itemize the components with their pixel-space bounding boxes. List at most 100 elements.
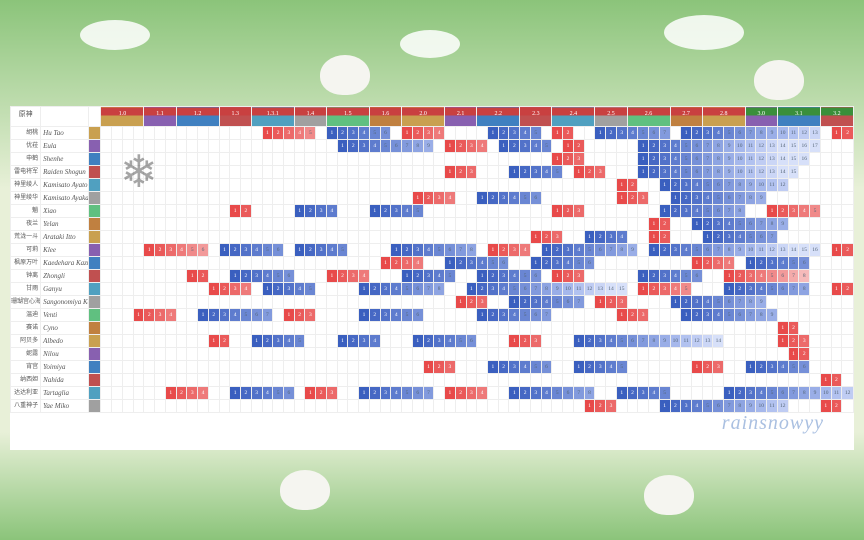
timeline-cell: 3 <box>380 309 391 322</box>
timeline-cell: 3 <box>681 205 692 218</box>
timeline-cell-empty <box>144 257 155 270</box>
timeline-cell: 5 <box>402 283 413 296</box>
timeline-cell: 6 <box>734 309 745 322</box>
timeline-cell-empty <box>155 231 166 244</box>
timeline-cell: 4 <box>670 270 681 283</box>
timeline-cell-empty <box>767 322 778 335</box>
timeline-cell: 6 <box>541 361 552 374</box>
timeline-cell-empty <box>445 296 456 309</box>
timeline-cell: 3 <box>745 387 756 400</box>
timeline-cell: 3 <box>681 179 692 192</box>
timeline-cell: 5 <box>713 296 724 309</box>
timeline-cell-empty <box>112 283 123 296</box>
timeline-cell: 2 <box>455 257 466 270</box>
timeline-cell-empty <box>552 192 563 205</box>
timeline-cell: 5 <box>767 283 778 296</box>
timeline-cell-empty <box>187 127 198 140</box>
timeline-cell-empty <box>520 257 531 270</box>
timeline-cell-empty <box>208 244 219 257</box>
timeline-cell: 1 <box>659 400 670 413</box>
char-portrait <box>89 218 101 231</box>
timeline-cell-empty <box>445 400 456 413</box>
timeline-cell-empty <box>788 231 799 244</box>
timeline-cell-empty <box>133 387 144 400</box>
timeline-cell: 8 <box>799 270 810 283</box>
timeline-cell-empty <box>584 374 595 387</box>
timeline-cell: 10 <box>734 153 745 166</box>
version-header: 1.4 <box>294 107 326 127</box>
timeline-cell-empty <box>423 218 434 231</box>
timeline-cell-empty <box>649 192 660 205</box>
timeline-cell-empty <box>831 166 842 179</box>
timeline-cell-empty <box>466 348 477 361</box>
timeline-cell-empty <box>144 140 155 153</box>
timeline-cell-empty <box>541 335 552 348</box>
timeline-cell-empty <box>391 153 402 166</box>
timeline-cell-empty <box>595 153 606 166</box>
timeline-cell-empty <box>831 348 842 361</box>
sheep-decoration <box>320 55 370 95</box>
timeline-cell-empty <box>294 361 305 374</box>
timeline-cell: 4 <box>402 205 413 218</box>
timeline-cell-empty <box>144 374 155 387</box>
version-header: 2.5 <box>595 107 627 127</box>
timeline-cell: 1 <box>369 205 380 218</box>
timeline-cell-empty <box>466 374 477 387</box>
timeline-cell-empty <box>498 322 509 335</box>
timeline-cell: 6 <box>412 387 423 400</box>
char-name-en: Kamisato Ayaka <box>41 192 89 205</box>
timeline-cell: 1 <box>144 244 155 257</box>
timeline-cell-empty <box>230 374 241 387</box>
timeline-cell-empty <box>176 179 187 192</box>
timeline-cell-empty <box>455 322 466 335</box>
timeline-cell-empty <box>198 192 209 205</box>
timeline-cell-empty <box>616 218 627 231</box>
timeline-cell-empty <box>133 218 144 231</box>
timeline-cell: 5 <box>616 335 627 348</box>
timeline-cell: 4 <box>777 361 788 374</box>
timeline-cell-empty <box>488 400 499 413</box>
timeline-cell-empty <box>251 361 262 374</box>
timeline-cell-empty <box>520 348 531 361</box>
timeline-cell: 2 <box>369 283 380 296</box>
char-portrait <box>89 140 101 153</box>
timeline-cell-empty <box>595 205 606 218</box>
timeline-cell: 2 <box>477 283 488 296</box>
timeline-cell-empty <box>584 192 595 205</box>
timeline-cell-empty <box>477 361 488 374</box>
timeline-cell: 6 <box>799 361 810 374</box>
timeline-cell: 2 <box>241 205 252 218</box>
timeline-cell-empty <box>230 179 241 192</box>
timeline-cell-empty <box>241 296 252 309</box>
timeline-cell: 2 <box>681 296 692 309</box>
timeline-cell-empty <box>348 192 359 205</box>
timeline-cell-empty <box>541 192 552 205</box>
timeline-cell: 3 <box>520 140 531 153</box>
timeline-cell-empty <box>767 374 778 387</box>
timeline-cell-empty <box>112 192 123 205</box>
timeline-cell-empty <box>488 179 499 192</box>
timeline-cell-empty <box>831 192 842 205</box>
char-portrait <box>89 179 101 192</box>
timeline-cell: 9 <box>745 179 756 192</box>
timeline-cell: 11 <box>767 179 778 192</box>
timeline-cell-empty <box>702 322 713 335</box>
timeline-cell-empty <box>488 218 499 231</box>
timeline-cell-empty <box>305 400 316 413</box>
timeline-cell: 4 <box>616 231 627 244</box>
timeline-cell-empty <box>434 140 445 153</box>
timeline-cell-empty <box>294 348 305 361</box>
timeline-cell: 5 <box>294 335 305 348</box>
timeline-cell-empty <box>466 192 477 205</box>
timeline-cell-empty <box>262 192 273 205</box>
character-row: 雷电将军Raiden Shogun12312345123123456789101… <box>11 166 854 179</box>
timeline-cell-empty <box>187 166 198 179</box>
timeline-cell: 5 <box>434 244 445 257</box>
timeline-cell-empty <box>262 153 273 166</box>
timeline-cell-empty <box>208 348 219 361</box>
timeline-cell-empty <box>810 192 821 205</box>
timeline-cell-empty <box>552 361 563 374</box>
timeline-cell: 11 <box>745 153 756 166</box>
timeline-cell-empty <box>337 400 348 413</box>
timeline-cell: 9 <box>745 400 756 413</box>
